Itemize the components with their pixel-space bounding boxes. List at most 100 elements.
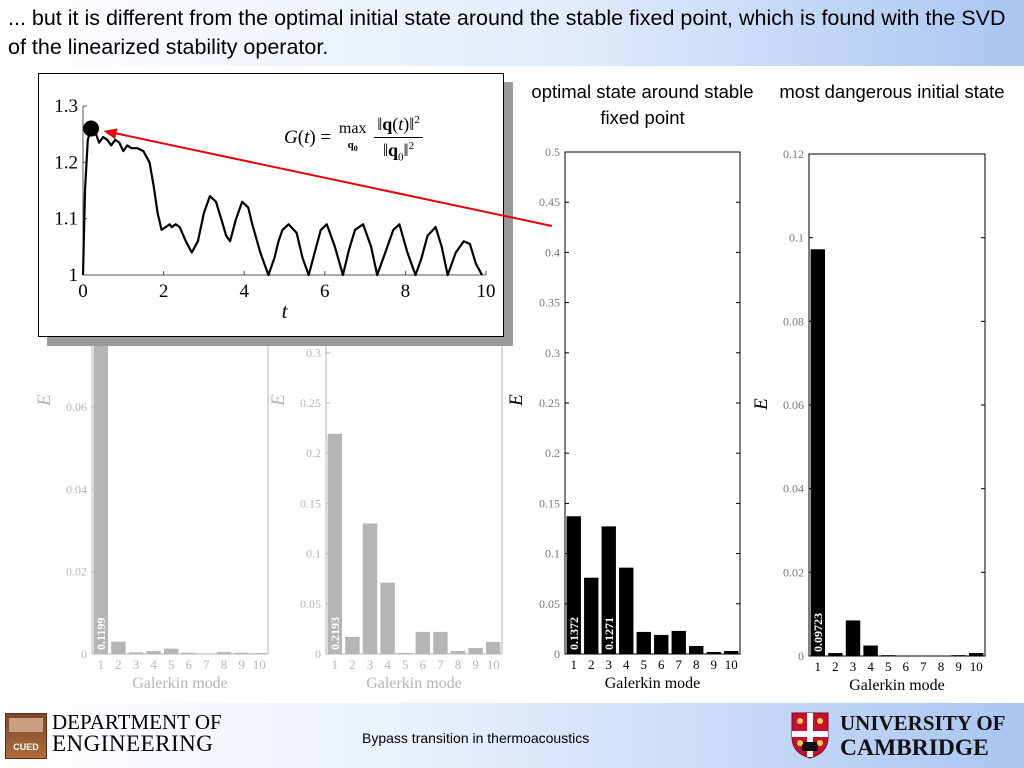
bar-data-label: 0.1372 [567,617,581,650]
bar-mode-3 [845,620,861,656]
x-tick-label: 2 [349,657,356,672]
bar-mode-6 [898,655,914,657]
y-tick-label: 0.35 [539,296,560,310]
bar-mode-2 [111,641,126,654]
gain-formula: G(t) = max q0 ‖q(t)‖2 ‖q0‖2 [284,114,423,164]
x-tick-label: 7 [676,657,683,672]
gain-x-tick-label: 6 [320,281,330,302]
bar-mode-7 [433,631,448,654]
x-tick-label: 4 [150,657,157,672]
bar-mode-2 [584,577,599,654]
gain-x-tick-label: 8 [401,281,411,302]
x-tick-label: 8 [693,657,700,672]
y-axis-label: E [34,394,55,407]
bar-mode-9 [951,655,966,656]
y-axis-label: E [751,398,772,411]
y-tick-label: 0.3 [306,346,321,360]
axes-frame [808,153,986,657]
univ-line2: CAMBRIDGE [840,735,989,761]
y-tick-label: 0.2 [306,446,321,460]
bar-mode-5 [163,648,179,654]
x-tick-label: 2 [115,657,122,672]
y-tick-label: 0.02 [66,565,87,579]
slide-title: ... but it is different from the optimal… [8,6,1006,59]
x-tick-label: 4 [384,657,391,672]
y-tick-label: 0.06 [783,398,804,412]
x-tick-label: 10 [725,657,738,672]
bar-mode-10 [251,653,267,654]
optimal-state-title: optimal state around stable fixed point [531,81,754,128]
bar-mode-9 [468,647,483,654]
x-axis-label: Galerkin mode [366,675,462,692]
bar-mode-5 [636,631,651,654]
y-tick-label: 0.25 [539,396,560,410]
bar-mode-1 [566,516,581,654]
x-tick-label: 2 [588,657,595,672]
x-tick-label: 5 [168,657,175,672]
gain-plot-inset: 1 1.1 1.2 1.3 0 2 4 6 8 10 t G(t) = max q0 ‖q(t)‖2… [38,73,504,337]
bar-mode-4 [146,651,161,654]
x-tick-label: 7 [203,657,210,672]
bar-data-label: 0.1271 [602,617,616,650]
bar-mode-3 [128,652,144,654]
x-tick-label: 3 [606,657,613,672]
gain-x-tick-label: 0 [78,281,88,302]
y-tick-label: 0.1 [545,547,560,561]
y-axis-label: E [506,394,527,407]
x-tick-label: 6 [658,657,665,672]
y-tick-label: 0.15 [300,496,321,510]
cued-logo-text: CUED [13,742,39,752]
dept-line1: DEPARTMENT OF [52,710,222,734]
y-tick-label: 0.5 [545,145,560,159]
bar-mode-8 [689,645,704,654]
x-tick-label: 5 [402,657,409,672]
bar-chart-dangerous: 0 0.02 0.04 0.06 0.08 0.1 0.12 1 0.09723 2 3 4 5 6 7 8 9… [751,147,986,694]
bar-mode-9 [706,651,721,654]
bar-mode-8 [933,655,949,657]
bar-mode-7 [916,655,931,657]
y-tick-label: 0 [315,647,321,661]
bar-mode-2 [345,636,360,654]
x-axis-label: Galerkin mode [605,675,701,692]
x-tick-label: 8 [938,659,945,674]
y-tick-label: 0.08 [783,314,804,328]
bar-data-label: 0.2193 [328,617,342,650]
x-tick-label: 8 [455,657,462,672]
cued-logo: CUED [5,713,47,759]
bar-mode-8 [450,650,466,654]
y-tick-label: 0.1 [306,547,321,561]
x-tick-label: 5 [885,659,892,674]
x-tick-label: 1 [332,657,339,672]
footer-title: Bypass transition in thermoacoustics [362,730,590,746]
gain-y-tick-label: 1.2 [54,152,78,173]
slide-header: ... but it is different from the optimal… [0,0,1024,66]
bar-data-label: 0.09723 [811,613,825,652]
bar-mode-5 [397,652,413,654]
x-tick-label: 7 [920,659,927,674]
department-name: DEPARTMENT OF ENGINEERING [52,711,222,755]
gain-plot: 1 1.1 1.2 1.3 0 2 4 6 8 10 t [54,96,495,323]
x-tick-label: 1 [98,657,105,672]
x-tick-label: 4 [867,659,874,674]
bar-mode-3 [362,523,378,654]
gain-y-tick-label: 1.3 [54,96,78,117]
x-tick-label: 3 [367,657,374,672]
y-tick-label: 0.25 [300,396,321,410]
bar-mode-4 [863,645,878,656]
bar-mode-10 [724,650,739,654]
x-tick-label: 10 [253,657,266,672]
y-tick-label: 0.04 [66,482,87,496]
gain-x-label: t [282,299,289,323]
bar-mode-6 [181,652,197,654]
x-tick-label: 9 [472,657,479,672]
x-tick-label: 6 [903,659,910,674]
slide-footer: CUED DEPARTMENT OF ENGINEERING Bypass tr… [0,703,1024,768]
x-tick-label: 8 [221,657,228,672]
gain-max-marker [83,120,100,137]
y-tick-label: 0.06 [66,400,87,414]
y-tick-label: 0 [81,647,87,661]
dangerous-state-title: most dangerous initial state [779,81,1005,102]
y-tick-label: 0.02 [783,565,804,579]
bar-mode-7 [199,653,214,655]
